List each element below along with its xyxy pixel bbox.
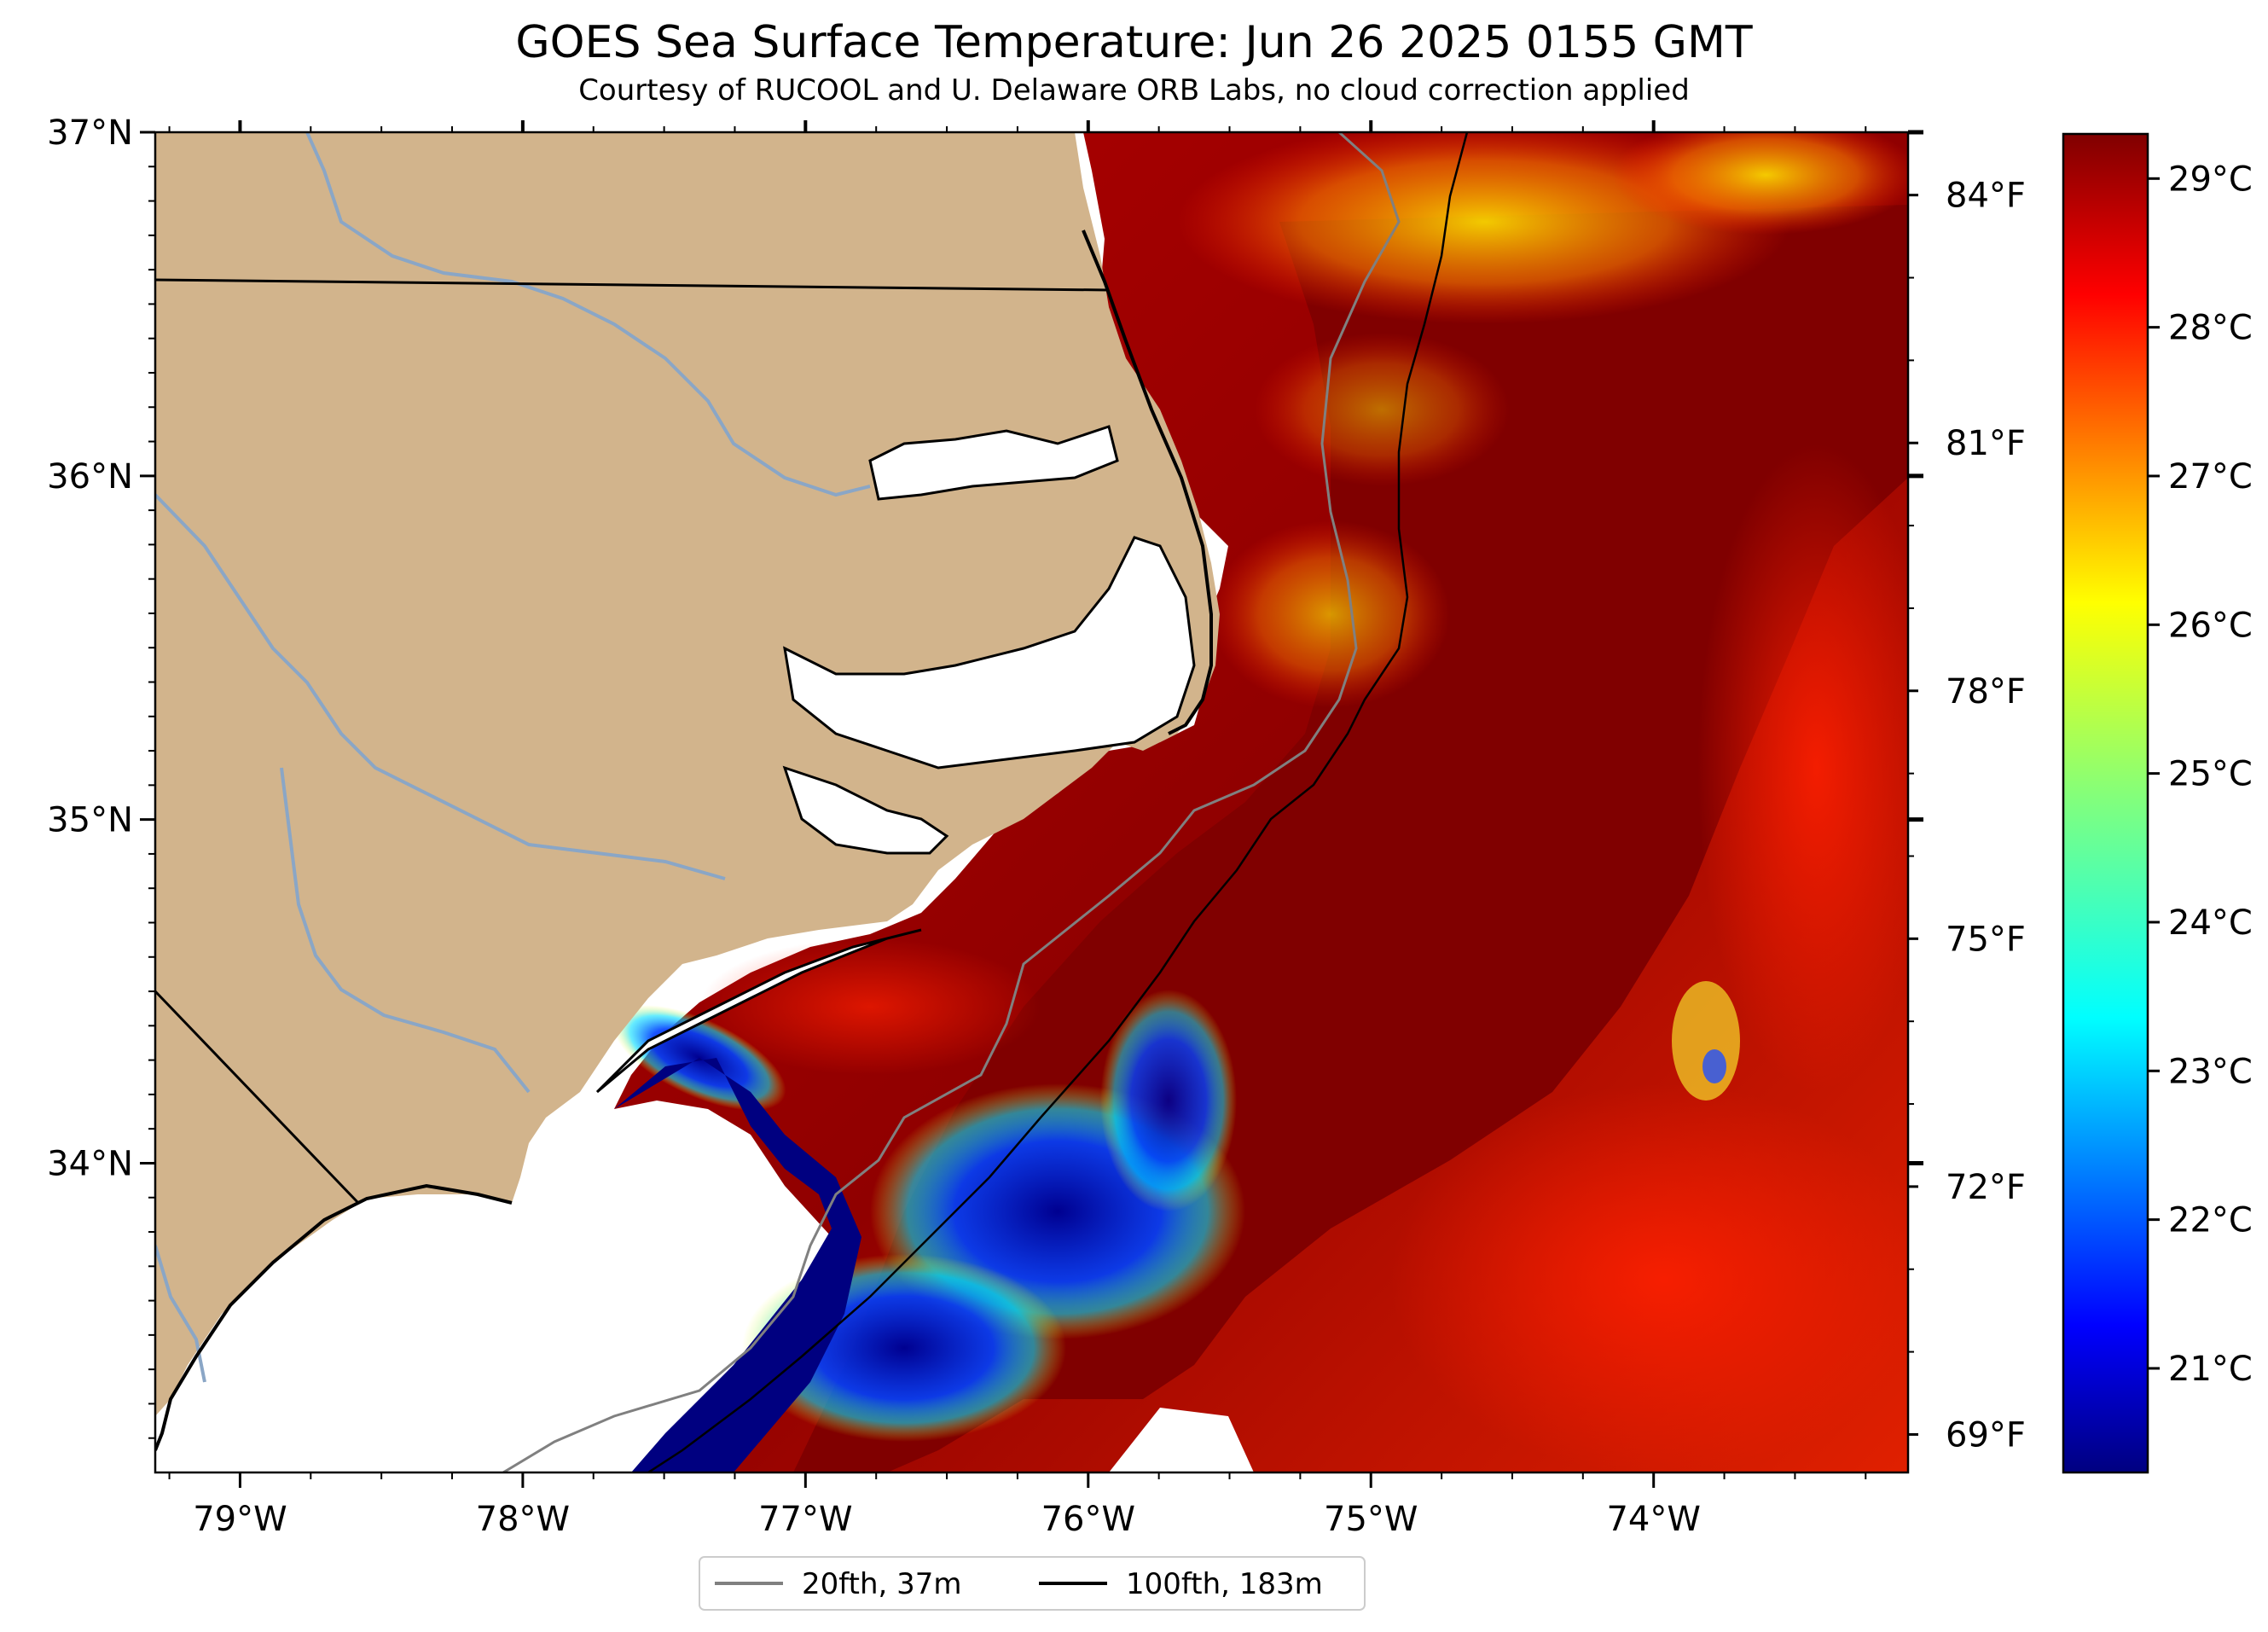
red-southeast-field [1390,1083,1908,1472]
sc-coastline [155,1183,513,1451]
fahrenheit-tick-label: 72°F [1946,1168,2026,1207]
cool-speck-east [1702,1049,1726,1083]
onslow-bay-shelf [595,928,922,1094]
river-tar [155,493,726,880]
fahrenheit-tick-label: 81°F [1946,424,2026,463]
latitude-axis: 37°N 36°N 35°N 34°N [47,113,1923,1439]
map-frame [154,131,1910,1474]
colorbar-tick-label: 24°C [2168,903,2253,943]
river-roanoke [305,132,871,497]
fahrenheit-tick-label: 75°F [1946,920,2026,959]
legend-box [699,1556,1366,1611]
river-cape-fear [155,1245,206,1383]
colorbar-tick-label: 28°C [2168,309,2253,348]
colorbar-tick-label: 21°C [2168,1350,2253,1389]
colorbar-tick-label: 27°C [2168,457,2253,497]
legend-label-20fth: 20fth, 37m [802,1567,962,1601]
rivers [155,132,871,1383]
pamlico-sound [783,536,1196,770]
river-neuse [280,767,531,1094]
isobath-20fth [502,132,1401,1472]
albemarle-sound [868,425,1119,501]
colorbar-tick-label: 23°C [2168,1052,2253,1091]
nc-sc-border [155,990,360,1205]
cold-filament [1100,990,1237,1211]
map-title: GOES Sea Surface Temperature: Jun 26 202… [515,17,1753,68]
lon-tick-label: 78°W [476,1500,570,1539]
colorbar-tick-label: 25°C [2168,755,2253,794]
fahrenheit-tick-label: 69°F [1946,1415,2026,1455]
cold-shelf-ribbon [614,1058,861,1472]
colorbar-tick-label: 29°C [2168,160,2253,199]
legend-label-100fth: 100fth, 183m [1126,1567,1323,1601]
lon-tick-label: 77°W [758,1500,852,1539]
isobath-100fth [647,132,1469,1472]
red-eastern-field [1697,444,1908,1092]
lon-tick-label: 76°W [1041,1500,1135,1539]
warm-patch-east [1672,981,1740,1101]
warm-eddy-northeast [1612,132,1908,235]
colorbar [2062,132,2149,1474]
va-nc-border [155,278,1110,292]
lat-tick-label: 37°N [47,113,133,153]
warm-eddy-hatteras [1211,520,1450,708]
lat-tick-label: 34°N [47,1144,133,1183]
isobath-legend: 20fth, 37m 100fth, 183m [699,1556,1366,1611]
outer-banks [1082,229,1213,735]
lat-tick-label: 36°N [47,457,133,497]
longitude-axis: 79°W 78°W 77°W 76°W 75°W 74°W [168,120,1867,1539]
fahrenheit-axis: 84°F 81°F 78°F 75°F 72°F 69°F [1908,177,2026,1455]
map-plot-area [155,132,1908,1472]
warm-eddy-mid [1254,333,1510,486]
colorbar-ticks: 29°C 28°C 27°C 26°C 25°C 24°C 23°C 22°C 21°C [2148,160,2253,1389]
colorbar-tick-label: 22°C [2168,1201,2253,1240]
lon-tick-label: 74°W [1606,1500,1700,1539]
lat-tick-label: 35°N [47,801,133,840]
lon-tick-label: 75°W [1324,1500,1418,1539]
colorbar-tick-label: 26°C [2168,606,2253,645]
fahrenheit-tick-label: 84°F [1946,177,2026,216]
fahrenheit-tick-label: 78°F [1946,672,2026,711]
lon-tick-label: 79°W [193,1500,287,1539]
map-subtitle: Courtesy of RUCOOL and U. Delaware ORB L… [578,73,1690,107]
neuse-river-mouth [782,765,949,855]
